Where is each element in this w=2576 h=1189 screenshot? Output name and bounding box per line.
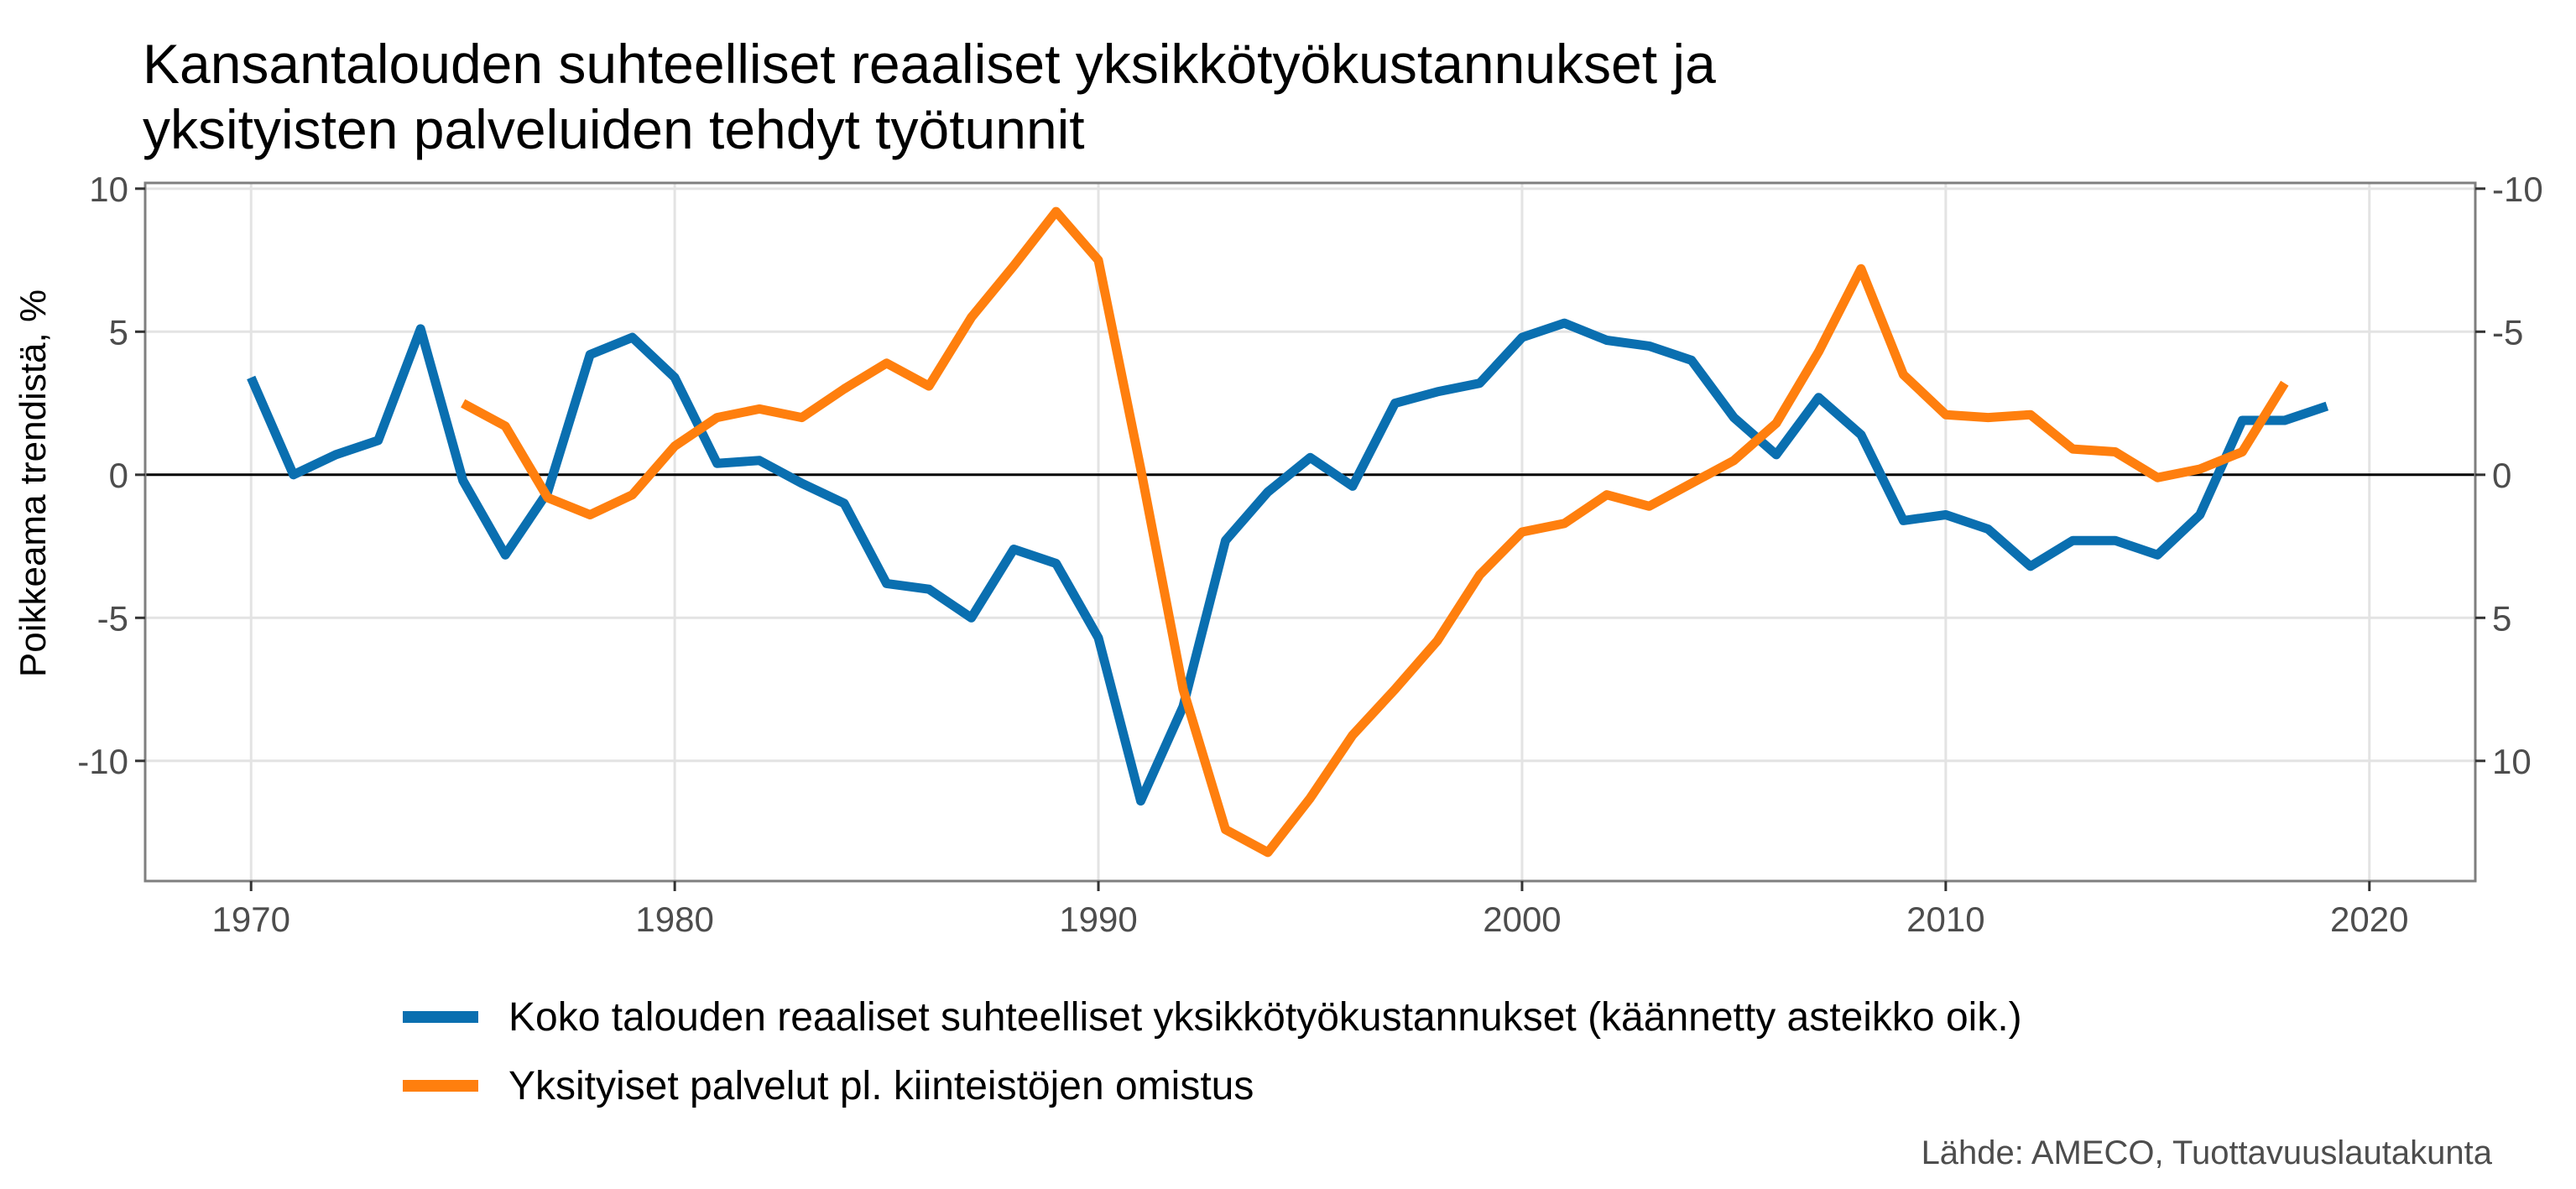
plot-panel-border: [143, 181, 2477, 883]
x-tick-label: 1970: [212, 900, 290, 939]
series-line-unit-labour-costs: [247, 318, 2329, 806]
y-axis-label: Poikkeama trendistä, %: [13, 289, 54, 677]
series-line-private-services: [461, 206, 2289, 858]
source-note: Lähde: AMECO, Tuottavuuslautakunta: [1921, 1134, 2492, 1171]
right-y-tick-label: -5: [2492, 312, 2523, 352]
legend-item-private-services: Yksityiset palvelut pl. kiinteistöjen om…: [403, 1061, 1254, 1111]
legend-key-orange: [403, 1080, 478, 1092]
legend-key-blue: [403, 1011, 478, 1023]
legend-label-unit-labour-costs: Koko talouden reaaliset suhteelliset yks…: [508, 994, 2022, 1040]
chart-title-line-1: Kansantalouden suhteelliset reaaliset yk…: [143, 33, 1716, 95]
right-y-tick-label: -10: [2492, 169, 2543, 209]
left-y-tick-label: 0: [109, 456, 128, 495]
x-tick-label: 2010: [1906, 900, 1984, 939]
right-y-tick-label: 10: [2492, 742, 2532, 781]
left-y-tick-label: 5: [109, 312, 128, 352]
right-y-tick-label: 0: [2492, 456, 2511, 495]
left-y-axis: 10 5 0 -5 -10: [77, 169, 145, 781]
x-tick-label: 2020: [2330, 900, 2408, 939]
right-y-tick-label: 5: [2492, 598, 2511, 638]
left-y-tick-label: -10: [77, 742, 128, 781]
x-tick-label: 2000: [1483, 900, 1561, 939]
legend-label-private-services: Yksityiset palvelut pl. kiinteistöjen om…: [508, 1063, 1254, 1108]
legend-item-unit-labour-costs: Koko talouden reaaliset suhteelliset yks…: [403, 992, 2022, 1042]
right-y-axis: -10 -5 0 5 10: [2475, 169, 2543, 781]
x-tick-label: 1980: [635, 900, 713, 939]
series-layer: [247, 206, 2329, 858]
chart-title-line-2: yksityisten palveluiden tehdyt työtunnit: [143, 98, 1085, 160]
left-y-tick-label: -5: [97, 598, 128, 638]
x-tick-label: 1990: [1059, 900, 1137, 939]
left-y-tick-label: 10: [89, 169, 128, 209]
x-axis: 1970 1980 1990 2000 2010 2020: [212, 881, 2408, 939]
